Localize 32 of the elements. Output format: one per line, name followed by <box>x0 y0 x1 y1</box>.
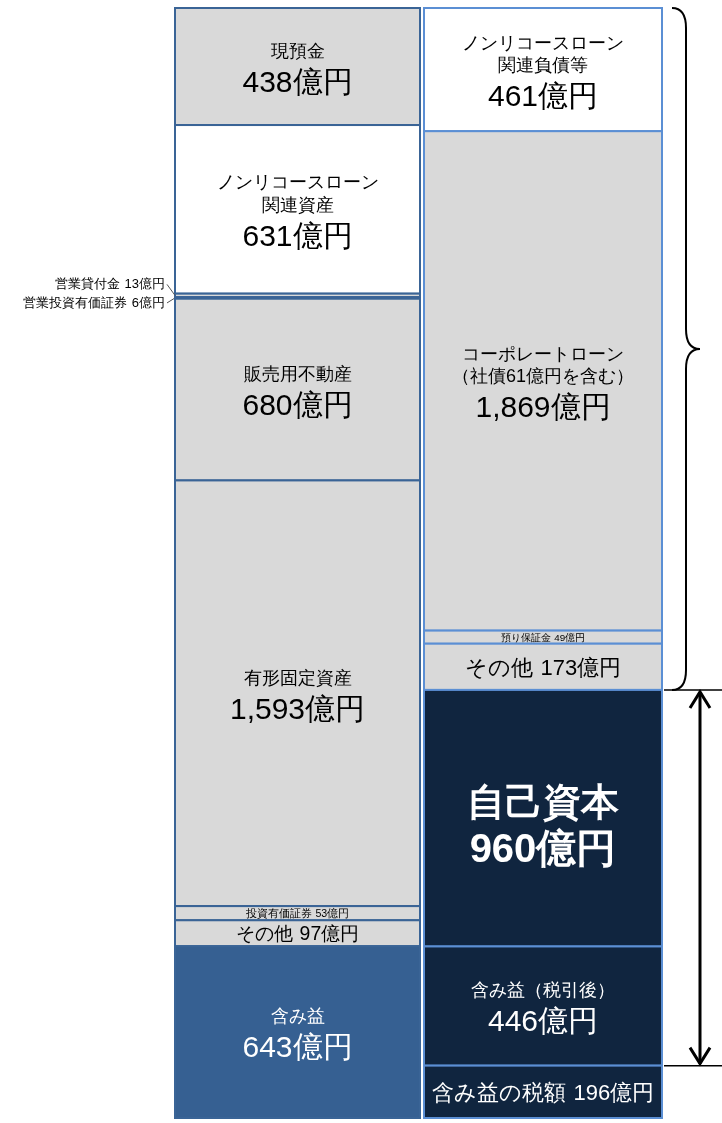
data-label: 680億円 <box>242 387 353 421</box>
data-label: 960億円 <box>469 825 617 870</box>
data-label: 1,869億円 <box>475 390 611 424</box>
data-label: 173億円 <box>540 654 622 680</box>
data-label: 1,593億円 <box>229 691 366 725</box>
data-label: 97億円 <box>299 922 360 945</box>
category-label: コーポレートローン（社債61億円を含む） <box>451 343 635 387</box>
data-label: 438億円 <box>242 64 353 98</box>
category-label: 現預金 <box>270 40 325 61</box>
category-label: 販売用不動産 <box>243 363 352 384</box>
category-label: 自己資本 <box>467 780 619 823</box>
data-label: 13億円 <box>124 276 165 292</box>
data-label: 631億円 <box>242 218 353 252</box>
data-label: 6億円 <box>131 294 165 310</box>
category-label: 含み益の税額 <box>431 1079 566 1105</box>
category-label: 預り保証金 <box>500 631 551 643</box>
category-label: 含み益（税引後） <box>471 980 615 1001</box>
category-label: その他 <box>464 654 533 680</box>
category-label: 有形固定資産 <box>243 667 352 688</box>
data-label: 643億円 <box>242 1030 353 1064</box>
category-label: ノンリコースローン関連負債等 <box>462 32 624 76</box>
category-label: 投資有価証券 <box>244 907 312 920</box>
data-label: 196億円 <box>573 1079 655 1105</box>
data-label: 53億円 <box>315 907 350 920</box>
category-label: ノンリコースローン関連資産 <box>216 172 379 215</box>
data-label: 446億円 <box>487 1004 599 1038</box>
data-label: 461億円 <box>487 79 599 113</box>
category-label: 含み益 <box>270 1006 325 1027</box>
category-label: その他 <box>235 922 293 945</box>
data-label: 49億円 <box>554 631 586 643</box>
category-label: 営業投資有価証券 <box>23 294 128 310</box>
category-label: 営業貸付金 <box>54 276 120 292</box>
